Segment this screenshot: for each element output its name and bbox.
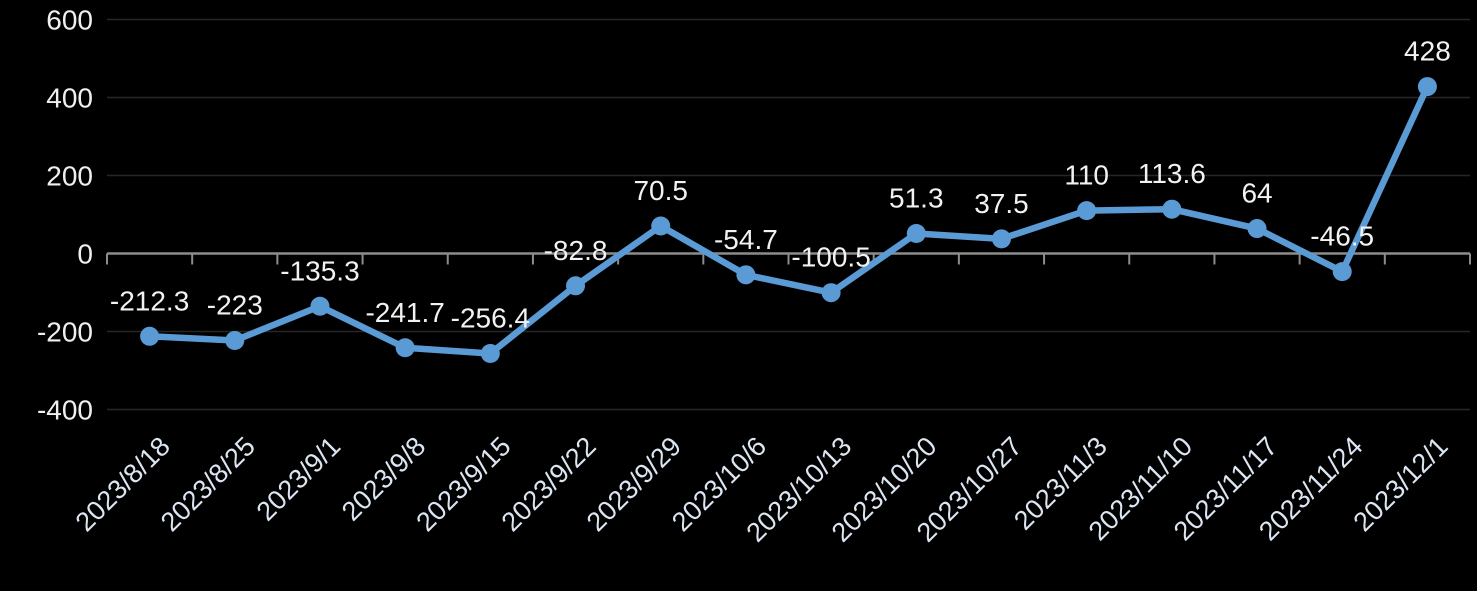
data-label: 64	[1241, 178, 1272, 209]
data-label: 113.6	[1138, 158, 1206, 189]
y-tick-label: -400	[37, 395, 93, 426]
data-label: 70.5	[633, 175, 688, 206]
data-label: -212.3	[110, 285, 189, 316]
series-line	[146, 83, 1431, 357]
data-label: 37.5	[974, 188, 1029, 219]
data-point-marker	[395, 338, 415, 358]
data-point-marker	[566, 276, 586, 296]
data-label: -100.5	[791, 242, 870, 273]
data-point-marker	[1077, 201, 1097, 221]
data-point-marker	[1332, 262, 1352, 282]
data-point-marker	[310, 296, 330, 316]
data-label: -46.5	[1310, 221, 1374, 252]
y-tick-label: -200	[37, 317, 93, 348]
data-label: -223	[207, 289, 263, 320]
data-point-marker	[480, 343, 500, 363]
data-point-marker	[225, 330, 245, 350]
data-label: -82.8	[544, 235, 608, 266]
data-point-marker	[991, 229, 1011, 249]
y-tick-label: 200	[46, 161, 93, 192]
data-point-marker	[1162, 199, 1182, 219]
y-tick-label: 0	[77, 239, 93, 270]
data-label: 428	[1404, 36, 1451, 67]
data-point-marker	[1417, 77, 1437, 97]
data-label: -256.4	[451, 302, 530, 333]
data-label: 110	[1064, 160, 1109, 191]
data-point-marker	[906, 223, 926, 243]
data-label: -54.7	[714, 224, 778, 255]
data-point-marker	[736, 265, 756, 285]
data-point-marker	[140, 326, 160, 346]
data-label: -241.7	[365, 297, 444, 328]
data-point-marker	[651, 216, 671, 236]
y-tick-label: 400	[46, 83, 93, 114]
data-label: 51.3	[889, 182, 944, 213]
y-tick-label: 600	[46, 5, 93, 36]
data-point-marker	[821, 283, 841, 303]
data-point-marker	[1247, 219, 1267, 239]
data-label: -135.3	[280, 255, 359, 286]
